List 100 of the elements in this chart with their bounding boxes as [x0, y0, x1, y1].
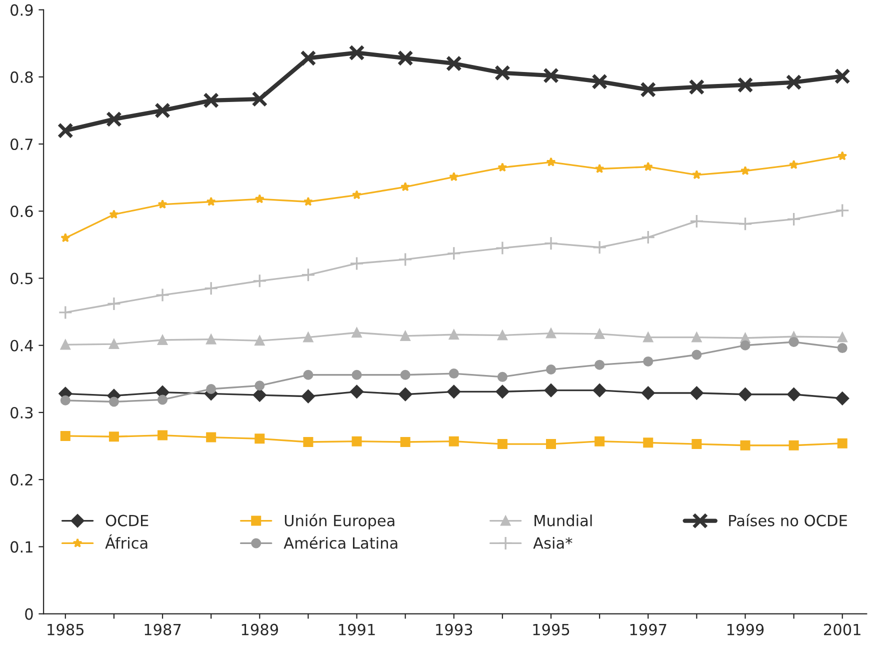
point [738, 216, 752, 231]
point [448, 330, 459, 340]
point [497, 372, 508, 382]
point [301, 390, 315, 404]
point [400, 182, 410, 192]
point [834, 68, 850, 84]
point [836, 392, 850, 406]
point [592, 74, 608, 90]
point [60, 340, 70, 350]
x-tick-label: 2001 [824, 624, 860, 636]
point [58, 305, 72, 320]
point [447, 384, 461, 398]
point [786, 212, 801, 226]
x-tick-label: 1999 [727, 624, 764, 636]
point [254, 380, 265, 391]
y-tick-label: 0.2 [10, 474, 32, 486]
point [400, 370, 410, 380]
point [252, 388, 266, 402]
point [106, 111, 122, 128]
point [448, 368, 459, 379]
point [204, 281, 218, 296]
point [837, 438, 848, 448]
x-tick-label: 1995 [533, 624, 570, 636]
point [497, 330, 508, 340]
point [692, 332, 702, 342]
point [300, 50, 316, 66]
point [206, 196, 216, 206]
point [206, 334, 216, 344]
point [640, 82, 656, 98]
x-tick-label: 1997 [630, 624, 666, 636]
point [203, 92, 220, 108]
point [737, 76, 754, 93]
point [786, 74, 802, 90]
point [740, 166, 750, 176]
point [57, 122, 74, 139]
point [252, 91, 268, 108]
point [60, 395, 70, 406]
point [108, 432, 119, 442]
point [543, 68, 559, 84]
y-tick-label: 0.1 [10, 541, 32, 553]
legend-label: América Latina [284, 536, 398, 549]
point [497, 439, 508, 450]
point [788, 440, 799, 450]
point [592, 240, 607, 254]
point [108, 396, 119, 407]
y-tick-label: 0.4 [10, 340, 33, 352]
point [641, 230, 656, 244]
point [688, 78, 705, 95]
point [106, 296, 122, 311]
point [448, 436, 459, 446]
point [60, 430, 70, 441]
point [301, 268, 316, 282]
point [398, 252, 412, 267]
point [495, 240, 510, 256]
point [837, 332, 848, 342]
point [158, 430, 168, 440]
point [446, 56, 462, 72]
legend-label: Mundial [534, 514, 592, 526]
point [206, 432, 216, 442]
x-tick-label: 1993 [436, 624, 472, 636]
point [446, 246, 461, 261]
point [254, 336, 265, 346]
point [400, 330, 410, 341]
y-tick-label: 0 [25, 608, 33, 620]
point [738, 388, 752, 402]
point [254, 434, 265, 444]
legend-label: Asia* [533, 536, 572, 549]
point [692, 170, 702, 180]
x-tick-label: 1989 [242, 624, 278, 636]
y-tick-label: 0.8 [10, 71, 33, 83]
point [546, 439, 556, 450]
point [787, 388, 801, 402]
legend-label: OCDE [106, 514, 148, 526]
point [352, 436, 362, 446]
legend-label: África [105, 534, 148, 549]
point [690, 214, 704, 228]
point [498, 162, 508, 172]
point [643, 356, 654, 366]
point [206, 384, 216, 394]
point [594, 436, 605, 446]
point [643, 438, 654, 448]
point [303, 196, 313, 206]
point [788, 337, 799, 348]
point [838, 151, 848, 160]
point [494, 64, 510, 81]
legend-label: Unión Europea [284, 514, 394, 530]
point [158, 334, 168, 345]
point [546, 328, 556, 338]
point [400, 437, 410, 448]
point [352, 190, 362, 200]
y-tick-label: 0.5 [10, 272, 32, 284]
point [252, 274, 267, 288]
point [449, 172, 459, 182]
y-tick-label: 0.3 [10, 406, 33, 418]
y-tick-label: 0.7 [10, 138, 33, 150]
point [594, 328, 605, 339]
y-tick-label: 0.9 [10, 4, 33, 16]
point [643, 332, 654, 342]
point [350, 256, 364, 271]
point [154, 102, 171, 118]
